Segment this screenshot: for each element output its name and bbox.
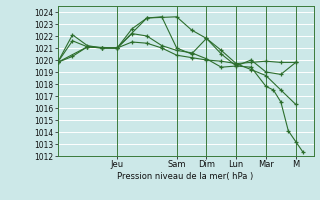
X-axis label: Pression niveau de la mer( hPa ): Pression niveau de la mer( hPa ) xyxy=(117,172,254,181)
